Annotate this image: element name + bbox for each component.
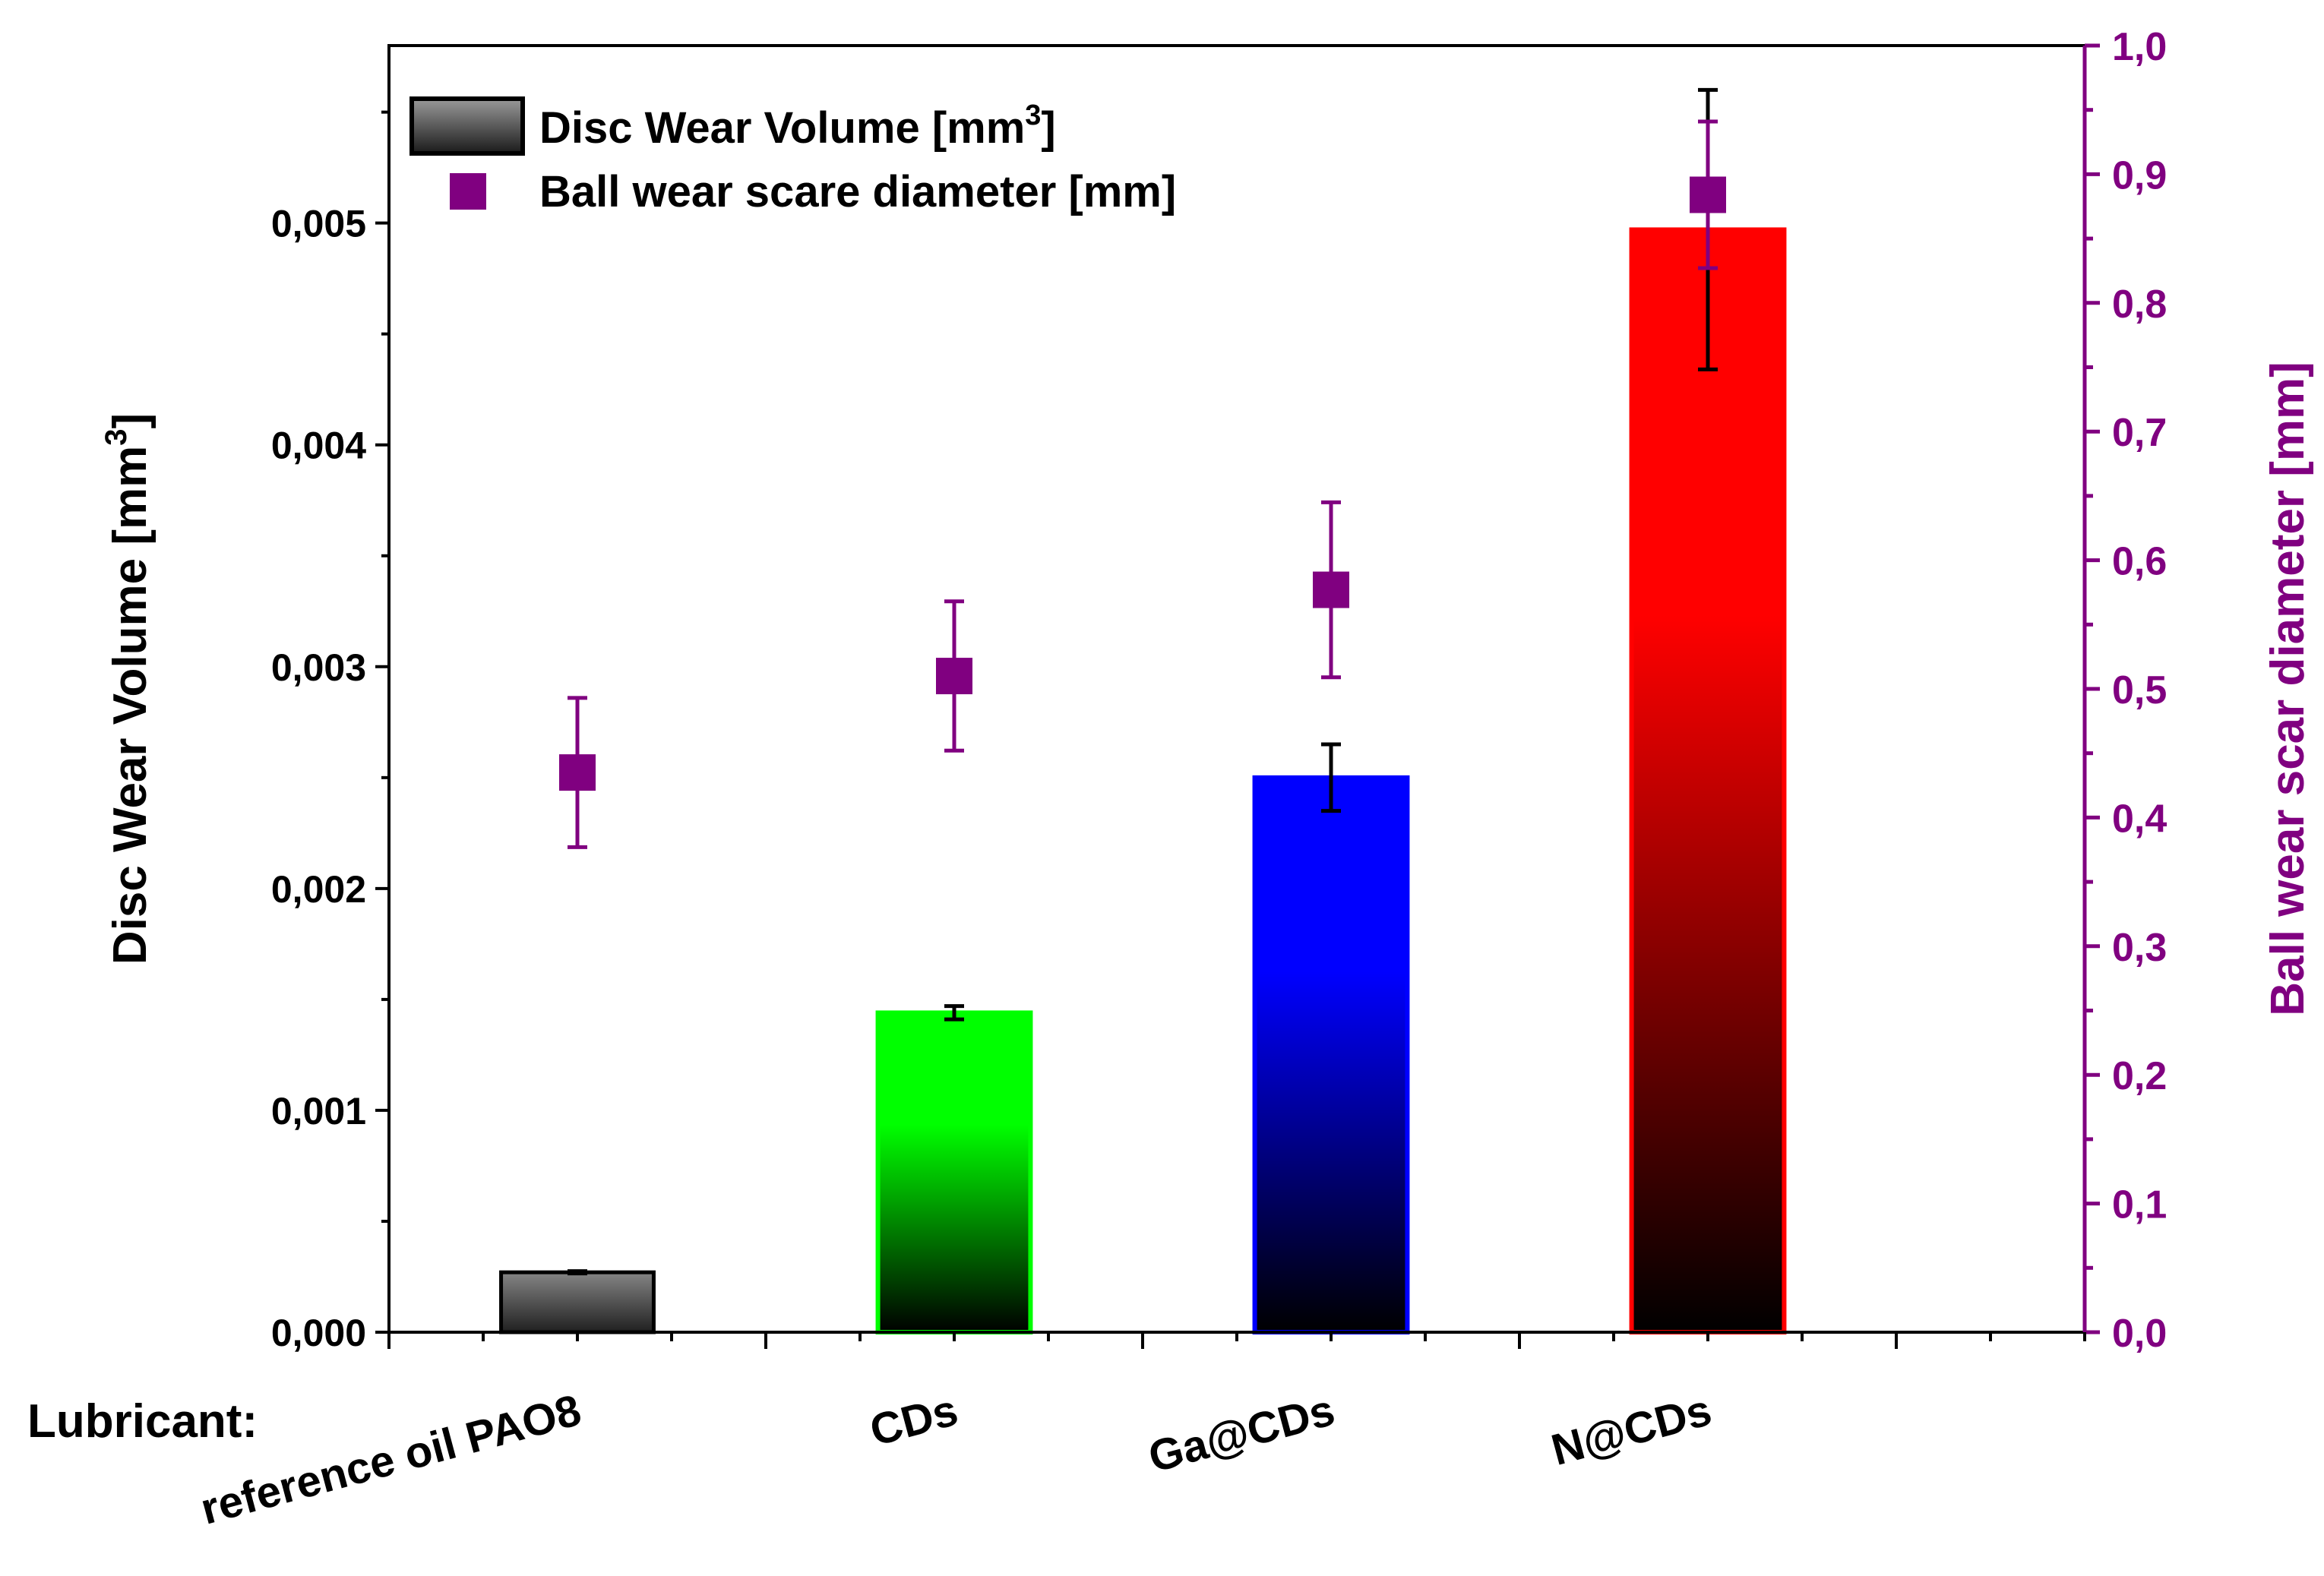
point-3 [1313, 571, 1349, 608]
left-tick-label: 0,003 [271, 646, 366, 689]
right-tick-label: 1,0 [2112, 25, 2167, 69]
x-label-2: CDs [865, 1385, 963, 1456]
legend: Disc Wear Volume [mm3] Ball wear scare d… [409, 96, 1176, 216]
point-4 [1690, 176, 1726, 213]
right-axis-ticks: 0,0 0,1 0,2 0,3 0,4 0,5 0,6 0,7 0,8 0,9 1,0 [2085, 25, 2167, 1356]
left-tick-label: 0,001 [271, 1090, 366, 1132]
x-axis-ticks [387, 1332, 2086, 1349]
right-tick-label: 0,7 [2112, 411, 2167, 455]
point-2 [936, 658, 972, 695]
bar-2 [875, 1010, 1033, 1334]
bar-errors-layer [568, 87, 1718, 1276]
left-tick-label: 0,004 [271, 425, 366, 467]
right-tick-label: 0,9 [2112, 153, 2167, 197]
right-tick-label: 0,8 [2112, 283, 2167, 327]
right-tick-label: 0,4 [2112, 797, 2167, 841]
x-label-3: Ga@CDs [1143, 1385, 1339, 1482]
x-label-4: N@CDs [1546, 1385, 1716, 1475]
left-tick-label: 0,005 [271, 203, 366, 245]
bars-layer [499, 227, 1787, 1334]
legend-point-label: Ball wear scare diameter [mm] [539, 167, 1176, 216]
bar-1 [499, 1270, 656, 1334]
plot-frame [387, 44, 2086, 1334]
right-tick-label: 0,2 [2112, 1054, 2167, 1098]
left-tick-label: 0,000 [271, 1312, 366, 1354]
right-tick-label: 0,3 [2112, 926, 2167, 970]
legend-bar-label: Disc Wear Volume [mm3] [539, 99, 1056, 153]
right-tick-label: 0,5 [2112, 668, 2167, 712]
right-tick-label: 0,6 [2112, 540, 2167, 584]
left-tick-label: 0,002 [271, 868, 366, 911]
bar-4 [1629, 227, 1787, 1334]
lubricant-label: Lubricant: [27, 1395, 258, 1448]
right-axis-title: Ball wear scar diameter [mm] [2262, 362, 2314, 1016]
x-axis-labels: reference oil PAO8 CDs Ga@CDs N@CDs [195, 1385, 1716, 1534]
right-tick-label: 0,0 [2112, 1312, 2167, 1356]
point-1 [559, 754, 596, 791]
points-layer [559, 119, 1726, 849]
legend-point-swatch [450, 173, 486, 210]
left-axis-title: Disc Wear Volume [mm3] [100, 413, 157, 965]
bar-3 [1252, 775, 1410, 1334]
right-tick-label: 0,1 [2112, 1183, 2167, 1227]
legend-bar-swatch [409, 96, 525, 156]
left-axis-ticks: 0,000 0,001 0,002 0,003 0,004 0,005 [271, 110, 389, 1354]
